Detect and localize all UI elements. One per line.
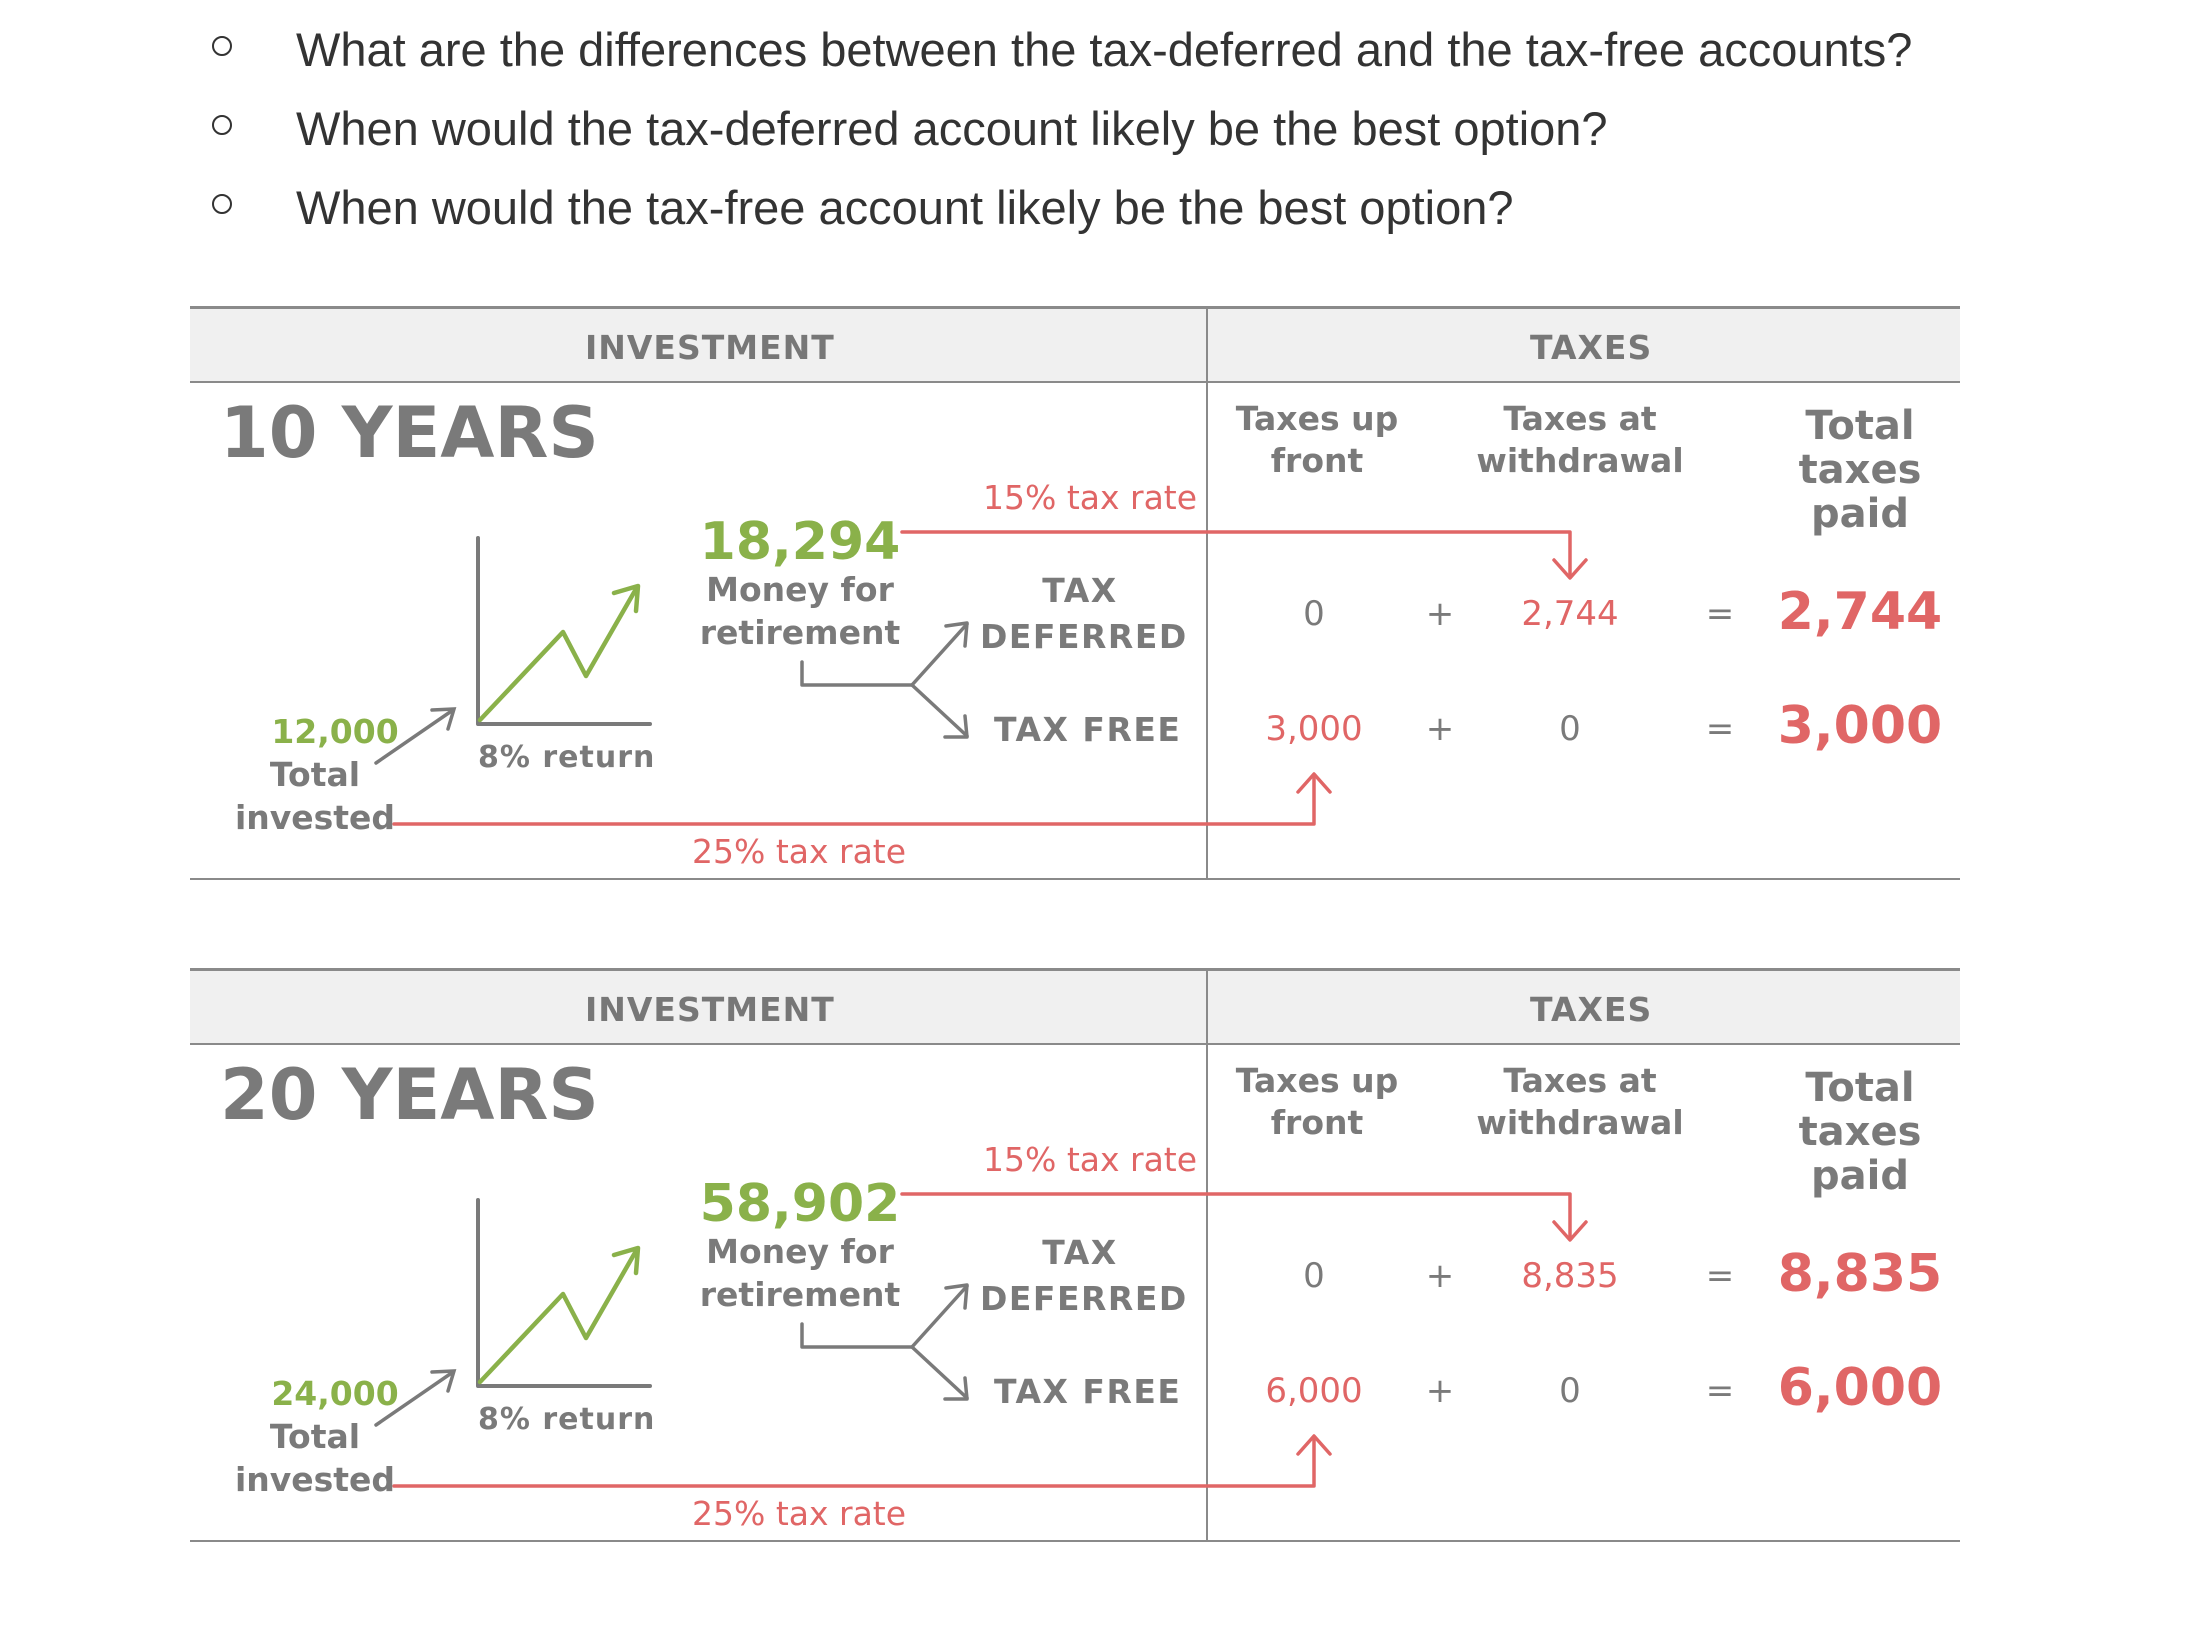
deferred-upfront-value: 0 [1303, 594, 1325, 634]
invested-arrow-icon [374, 707, 457, 765]
panel-graphics [190, 968, 1960, 1542]
column-header-total-taxes: Total taxes paid [1780, 1066, 1940, 1198]
tax-deferred-label: TAX DEFERRED [980, 1230, 1188, 1322]
money-label-line: retirement [699, 613, 901, 652]
money-label-line: Money for [706, 1232, 894, 1271]
header-investment: INVESTMENT [585, 990, 835, 1029]
header-band [190, 968, 1960, 1044]
column-header-line: front [1270, 1103, 1364, 1142]
free-withdrawal-value: 0 [1559, 709, 1581, 749]
deferred-total-value: 2,744 [1777, 582, 1943, 642]
invested-label-line: Total [269, 755, 361, 794]
header-band [190, 306, 1960, 382]
column-header-line: withdrawal [1476, 441, 1684, 480]
deferred-label-line: TAX [1042, 1233, 1118, 1272]
equals-sign: = [1705, 1371, 1735, 1411]
column-header-line: paid [1811, 1153, 1909, 1199]
growth-chart-icon [476, 536, 652, 726]
panel-20-years: INVESTMENT TAXES 20 YEARS Taxes up front… [190, 968, 1960, 1543]
withdrawal-rate-label: 15% tax rate [983, 478, 1198, 517]
deferred-total-value: 8,835 [1777, 1244, 1943, 1304]
invested-value: 12,000 [271, 712, 399, 751]
panel-graphics [190, 306, 1960, 880]
tax-deferred-label: TAX DEFERRED [980, 568, 1188, 660]
split-arrow-icon [800, 621, 969, 739]
return-label: 8% return [478, 740, 656, 775]
plus-sign: + [1425, 1256, 1455, 1296]
years-title: 10 YEARS [220, 392, 599, 474]
invested-label: Total invested [215, 1415, 415, 1501]
deferred-label-line: DEFERRED [980, 1279, 1188, 1318]
tax-free-label: TAX FREE [994, 710, 1182, 749]
withdrawal-rate-label: 15% tax rate [983, 1140, 1198, 1179]
column-header-taxes-upfront: Taxes up front [1217, 398, 1417, 482]
panel-10-years: INVESTMENT TAXES 10 YEARS Taxes up front… [190, 306, 1960, 881]
question-text: When would the tax-free account likely b… [296, 181, 1514, 234]
column-header-line: withdrawal [1476, 1103, 1684, 1142]
invested-label: Total invested [215, 753, 415, 839]
column-header-taxes-upfront: Taxes up front [1217, 1060, 1417, 1144]
header-investment: INVESTMENT [585, 328, 835, 367]
equals-sign: = [1705, 594, 1735, 634]
circle-bullet-icon [212, 36, 232, 56]
column-header-line: Taxes at [1503, 399, 1657, 438]
column-header-line: Total [1805, 403, 1915, 449]
money-value: 58,902 [699, 1174, 901, 1234]
column-header-line: Taxes up [1235, 399, 1399, 438]
upfront-rate-label: 25% tax rate [692, 832, 907, 871]
column-header-taxes-withdrawal: Taxes at withdrawal [1460, 1060, 1700, 1144]
question-text: What are the differences between the tax… [296, 23, 1913, 76]
invested-arrow-icon [374, 1369, 457, 1427]
free-upfront-value: 3,000 [1265, 709, 1363, 749]
free-total-value: 3,000 [1777, 696, 1943, 756]
column-header-line: Taxes at [1503, 1061, 1657, 1100]
deferred-label-line: TAX [1042, 571, 1118, 610]
growth-chart-icon [476, 1198, 652, 1388]
withdrawal-tax-arrow-icon [900, 1192, 1588, 1242]
free-total-value: 6,000 [1777, 1358, 1943, 1418]
withdrawal-tax-arrow-icon [900, 530, 1588, 580]
money-label-line: Money for [706, 570, 894, 609]
free-upfront-value: 6,000 [1265, 1371, 1363, 1411]
column-header-line: Taxes up [1235, 1061, 1399, 1100]
equals-sign: = [1705, 709, 1735, 749]
return-label: 8% return [478, 1402, 656, 1437]
question-text: When would the tax-deferred account like… [296, 102, 1608, 155]
upfront-tax-arrow-icon [392, 1434, 1332, 1488]
header-taxes: TAXES [1530, 328, 1653, 367]
plus-sign: + [1425, 709, 1455, 749]
column-header-taxes-withdrawal: Taxes at withdrawal [1460, 398, 1700, 482]
column-header-line: taxes [1798, 447, 1922, 493]
column-header-line: front [1270, 441, 1364, 480]
money-label: Money for retirement [695, 1230, 905, 1316]
years-title: 20 YEARS [220, 1054, 599, 1136]
deferred-label-line: DEFERRED [980, 617, 1188, 656]
invested-value: 24,000 [271, 1374, 399, 1413]
upfront-tax-arrow-icon [392, 772, 1332, 826]
money-label: Money for retirement [695, 568, 905, 654]
plus-sign: + [1425, 1371, 1455, 1411]
column-header-line: taxes [1798, 1109, 1922, 1155]
free-withdrawal-value: 0 [1559, 1371, 1581, 1411]
invested-label-line: invested [234, 798, 396, 837]
upfront-rate-label: 25% tax rate [692, 1494, 907, 1533]
column-header-line: paid [1811, 491, 1909, 537]
equals-sign: = [1705, 1256, 1735, 1296]
money-value: 18,294 [699, 512, 901, 572]
circle-bullet-icon [212, 194, 232, 214]
header-taxes: TAXES [1530, 990, 1653, 1029]
money-label-line: retirement [699, 1275, 901, 1314]
invested-label-line: invested [234, 1460, 396, 1499]
invested-label-line: Total [269, 1417, 361, 1456]
column-header-total-taxes: Total taxes paid [1780, 404, 1940, 536]
plus-sign: + [1425, 594, 1455, 634]
deferred-withdrawal-value: 8,835 [1521, 1256, 1619, 1296]
deferred-withdrawal-value: 2,744 [1521, 594, 1619, 634]
split-arrow-icon [800, 1283, 969, 1401]
column-header-line: Total [1805, 1065, 1915, 1111]
tax-free-label: TAX FREE [994, 1372, 1182, 1411]
deferred-upfront-value: 0 [1303, 1256, 1325, 1296]
circle-bullet-icon [212, 115, 232, 135]
